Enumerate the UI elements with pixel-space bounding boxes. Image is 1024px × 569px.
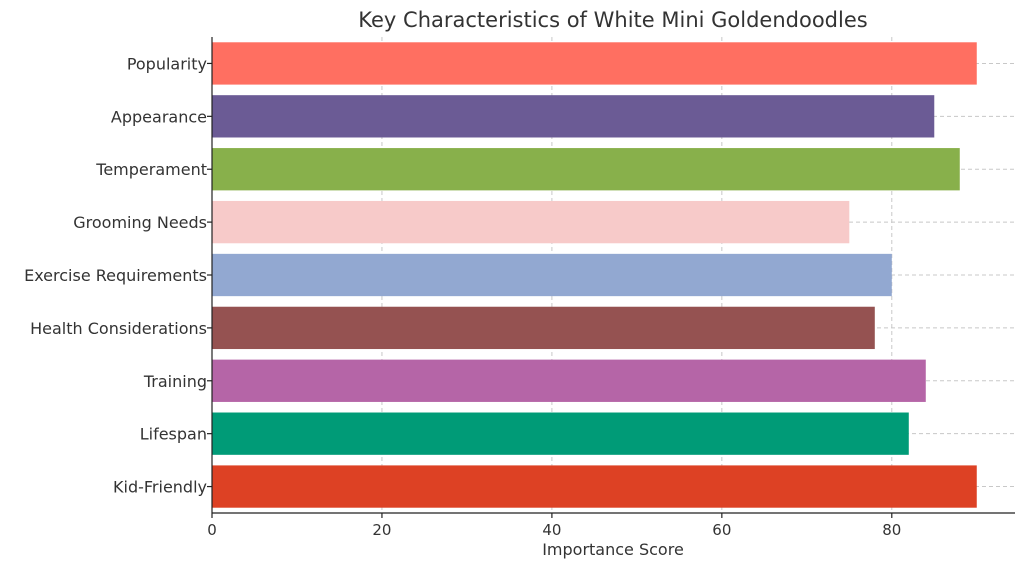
x-tick-label: 20 (372, 521, 391, 539)
category-label: Training (143, 372, 207, 391)
x-tick-labels: 0 20 40 60 80 (207, 513, 901, 539)
x-tick-label: 40 (542, 521, 561, 539)
bar-grooming-needs (212, 200, 850, 244)
x-tick-label: 60 (712, 521, 731, 539)
category-label: Appearance (111, 107, 207, 126)
bars (212, 42, 977, 508)
category-label: Health Considerations (30, 319, 207, 338)
chart-title: Key Characteristics of White Mini Golden… (358, 8, 867, 32)
bar-health-considerations (212, 306, 875, 350)
bar-training (212, 359, 926, 402)
bar-exercise-requirements (212, 253, 892, 297)
bar-appearance (212, 95, 935, 138)
x-tick-label: 80 (882, 521, 901, 539)
bar-lifespan (212, 412, 909, 455)
category-label: Temperament (95, 160, 207, 179)
category-label: Grooming Needs (73, 213, 207, 232)
bar-temperament (212, 148, 960, 191)
category-label: Lifespan (140, 425, 207, 444)
bar-kid-friendly (212, 465, 977, 508)
category-label: Popularity (127, 54, 207, 73)
category-labels: Popularity Appearance Temperament Grooming … (24, 54, 212, 497)
category-label: Exercise Requirements (24, 266, 207, 285)
x-axis-label: Importance Score (542, 540, 684, 559)
category-label: Kid-Friendly (113, 478, 207, 497)
bar-popularity (212, 42, 977, 85)
x-tick-label: 0 (207, 521, 217, 539)
